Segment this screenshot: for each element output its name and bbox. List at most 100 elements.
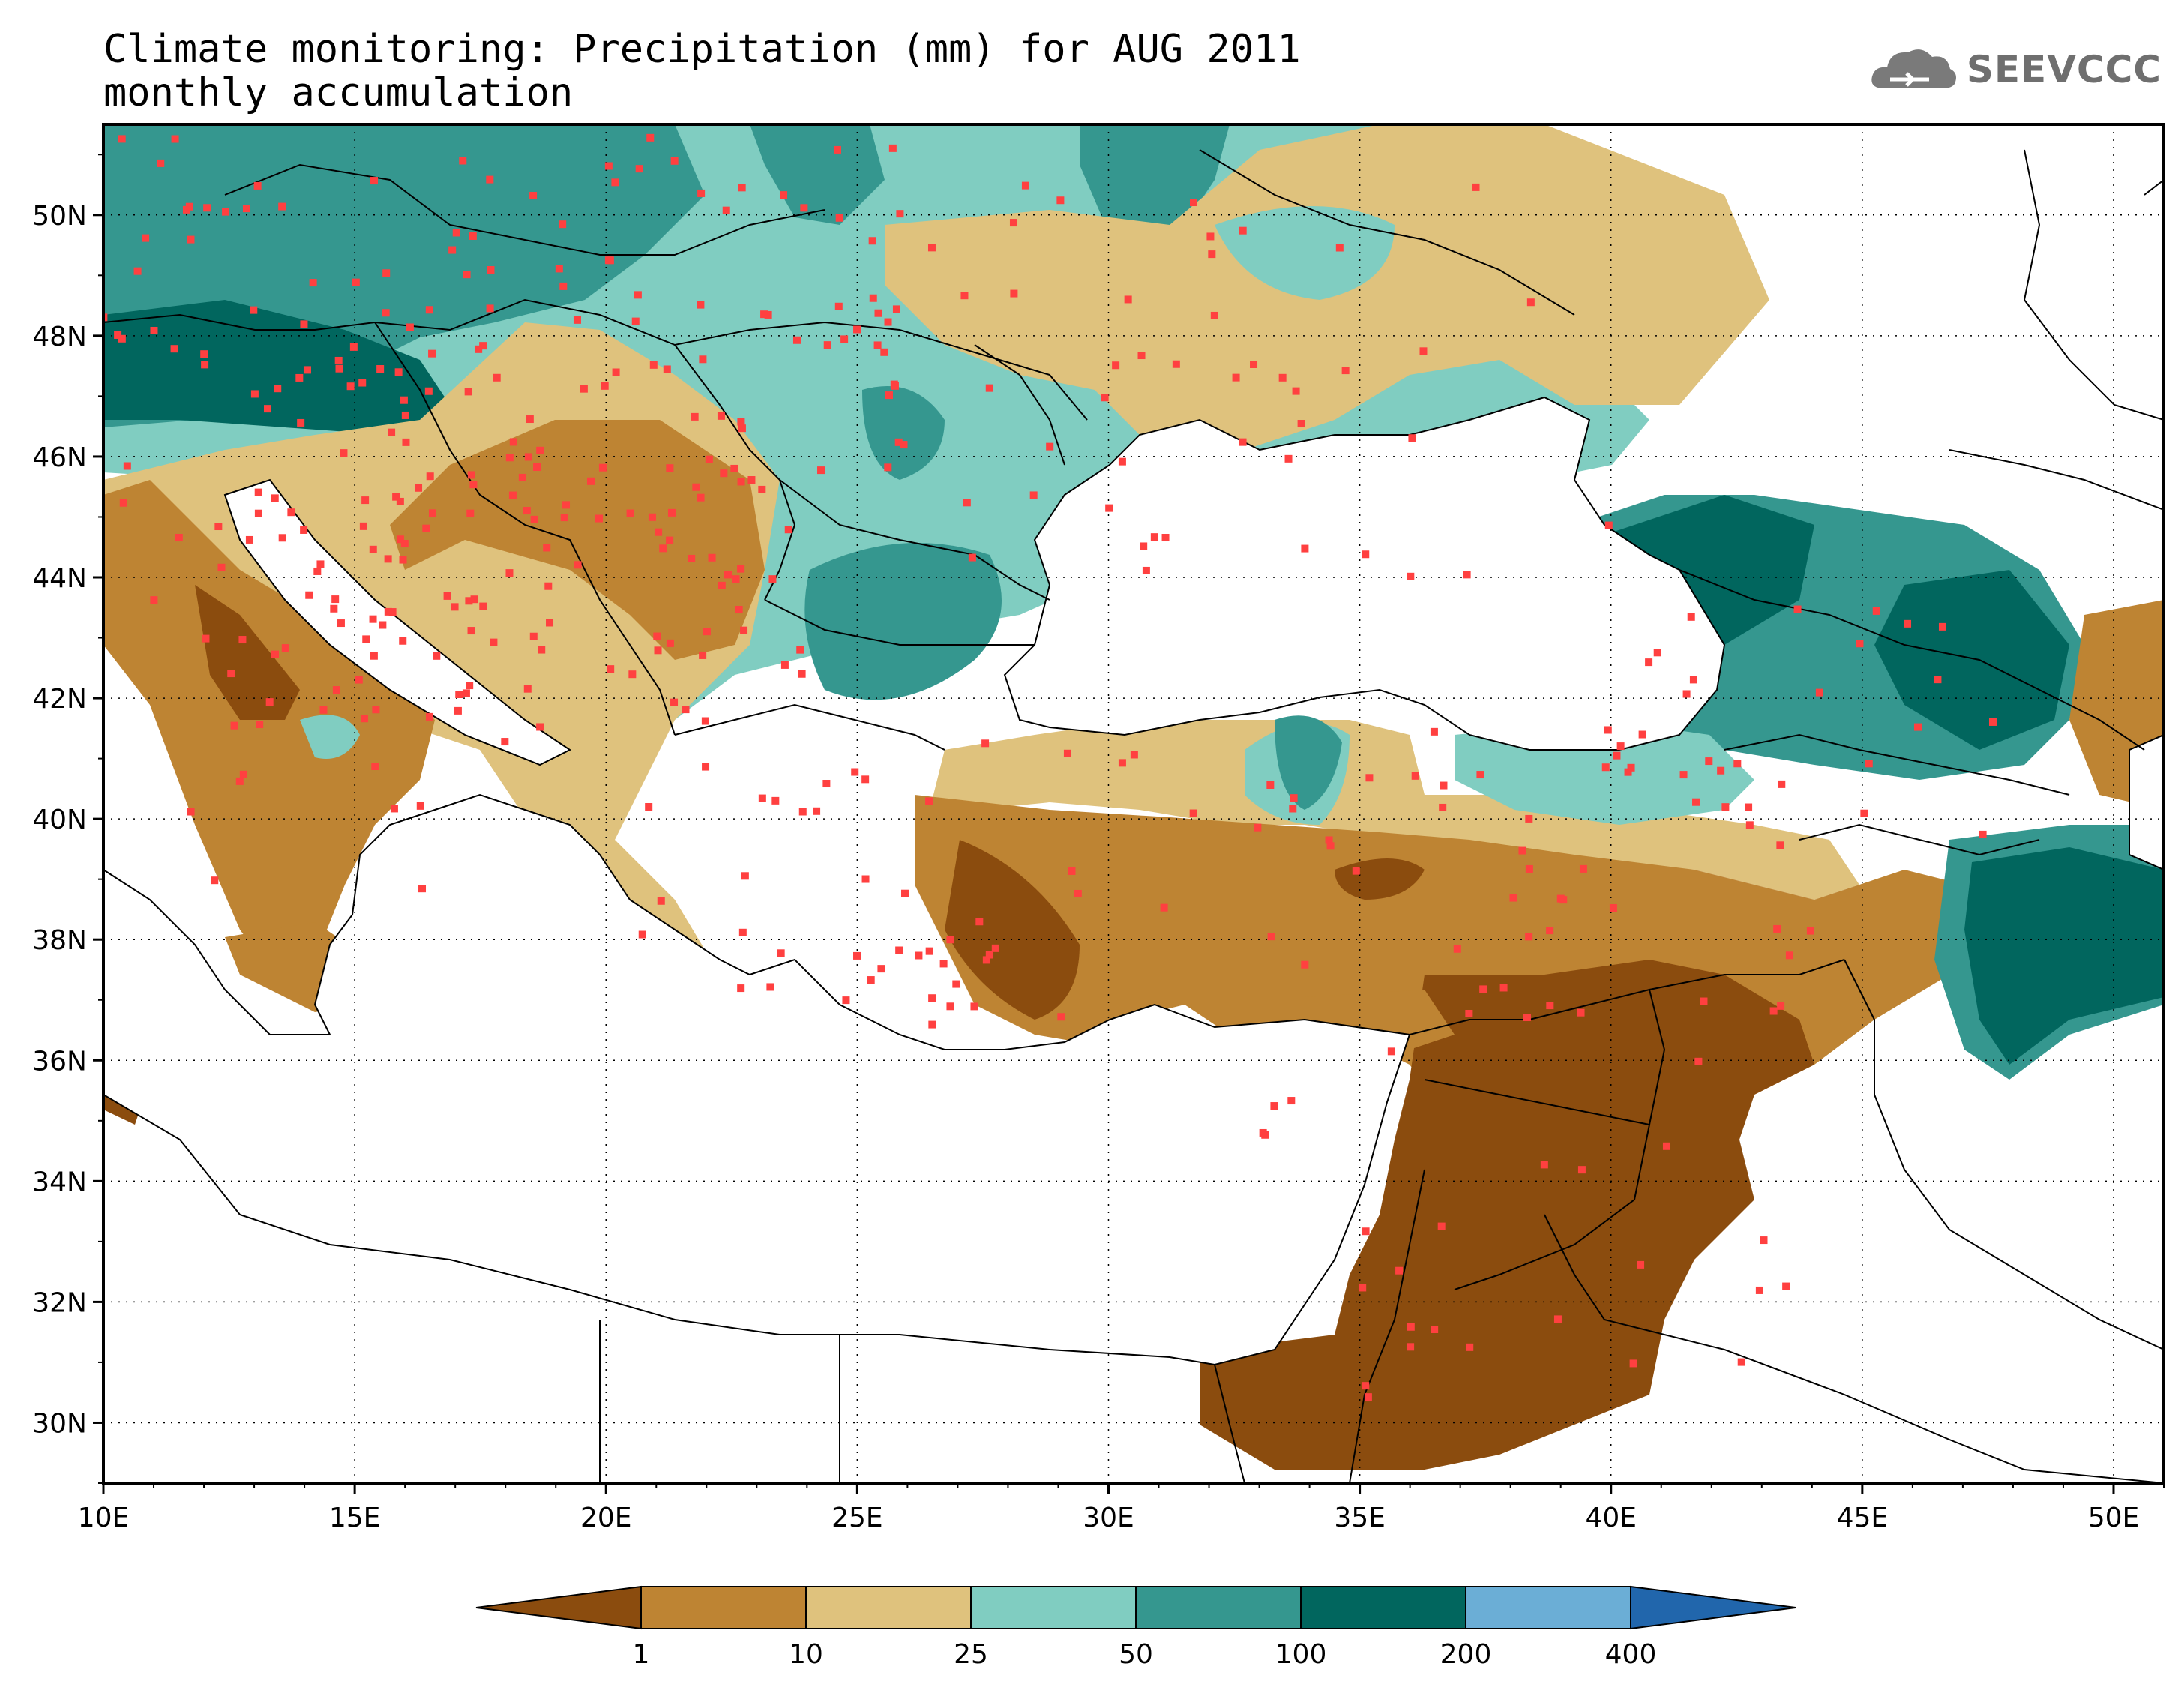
station-marker <box>901 889 909 897</box>
station-marker <box>493 373 501 382</box>
station-marker <box>835 214 843 222</box>
lon-tick-label: 10E <box>78 1503 130 1533</box>
station-marker <box>523 507 531 515</box>
station-marker <box>702 763 710 771</box>
station-marker <box>150 596 158 604</box>
station-marker <box>701 717 709 725</box>
station-marker <box>1439 803 1447 811</box>
station-marker <box>505 569 514 577</box>
station-marker <box>287 508 295 517</box>
station-marker <box>254 488 262 496</box>
zone-50-100 <box>804 543 1002 700</box>
station-marker <box>1653 649 1661 657</box>
station-marker <box>928 1020 936 1029</box>
station-marker <box>157 159 165 167</box>
station-marker <box>892 305 900 313</box>
station-marker <box>1872 607 1880 615</box>
station-marker <box>981 739 990 748</box>
station-marker <box>737 478 745 486</box>
station-marker <box>1074 889 1082 897</box>
station-marker <box>963 499 971 507</box>
lon-tick-label: 35E <box>1334 1503 1386 1533</box>
lat-tick-label: 34N <box>32 1167 87 1197</box>
zone-25-50 <box>300 715 360 759</box>
station-marker <box>970 1002 978 1011</box>
station-marker <box>376 365 385 373</box>
station-marker <box>359 522 367 530</box>
station-marker <box>1046 442 1054 451</box>
station-marker <box>239 770 247 778</box>
station-marker <box>466 682 474 690</box>
station-marker <box>406 323 414 331</box>
station-marker <box>1189 809 1197 817</box>
colorbar-break-label: 1 <box>633 1639 650 1670</box>
station-marker <box>264 405 272 413</box>
station-marker <box>601 382 609 390</box>
lat-tick-label: 50N <box>32 201 87 232</box>
station-marker <box>1057 1013 1065 1021</box>
station-marker <box>1782 1282 1790 1290</box>
colorbar-break-label: 25 <box>954 1639 988 1670</box>
station-marker <box>1479 985 1487 993</box>
station-marker <box>1056 196 1065 205</box>
station-marker <box>370 177 379 185</box>
station-marker <box>1773 924 1781 933</box>
station-marker <box>649 361 658 369</box>
station-marker <box>1778 780 1786 788</box>
station-marker <box>1210 311 1218 319</box>
station-marker <box>1289 805 1297 813</box>
station-marker <box>968 553 976 562</box>
zone-100-200 <box>1874 570 2069 750</box>
station-marker <box>1934 676 1942 684</box>
station-marker <box>813 807 821 815</box>
station-marker <box>928 994 936 1002</box>
station-marker <box>1938 622 1946 631</box>
station-marker <box>869 294 877 302</box>
station-marker <box>1437 1222 1446 1230</box>
station-marker <box>682 706 690 714</box>
latitude-axis: 30N 32N 34N 36N 38N 40N 42N 44N 46N 48N 50N <box>32 154 103 1484</box>
station-marker <box>885 391 893 400</box>
station-marker <box>939 960 948 968</box>
station-marker <box>211 876 219 885</box>
station-marker <box>313 567 322 575</box>
station-marker <box>171 135 179 143</box>
station-marker <box>227 670 235 678</box>
zone-50-100 <box>750 124 885 225</box>
lat-tick-label: 42N <box>32 684 87 715</box>
station-marker <box>1624 768 1632 776</box>
colorbar-swatch <box>1135 1586 1302 1629</box>
station-marker <box>523 685 532 693</box>
station-marker <box>200 350 208 358</box>
map-frame <box>102 123 2165 1485</box>
adriatic-sea <box>223 478 571 766</box>
station-marker <box>555 265 563 273</box>
station-marker <box>1411 772 1419 780</box>
station-marker <box>1101 394 1109 402</box>
station-marker <box>418 885 427 893</box>
station-marker <box>1856 640 1864 648</box>
colorbar-swatch <box>1465 1586 1631 1629</box>
station-marker <box>1679 771 1688 779</box>
station-marker <box>1518 846 1526 855</box>
station-marker <box>271 650 279 658</box>
lon-tick-label: 20E <box>580 1503 632 1533</box>
station-marker <box>985 384 993 392</box>
station-marker <box>737 984 745 993</box>
station-marker <box>1777 1002 1785 1010</box>
station-marker <box>1662 1142 1670 1150</box>
station-marker <box>305 591 313 599</box>
station-marker <box>1189 199 1197 207</box>
station-marker <box>230 721 238 730</box>
station-marker <box>758 485 766 493</box>
station-marker <box>915 951 923 960</box>
station-marker <box>1326 842 1335 850</box>
station-marker <box>1325 836 1333 844</box>
station-marker <box>281 644 289 652</box>
station-marker <box>607 665 615 673</box>
station-marker <box>1150 533 1158 541</box>
station-marker <box>454 706 462 715</box>
station-marker <box>119 499 127 507</box>
station-marker <box>663 365 671 373</box>
station-marker <box>722 206 730 214</box>
